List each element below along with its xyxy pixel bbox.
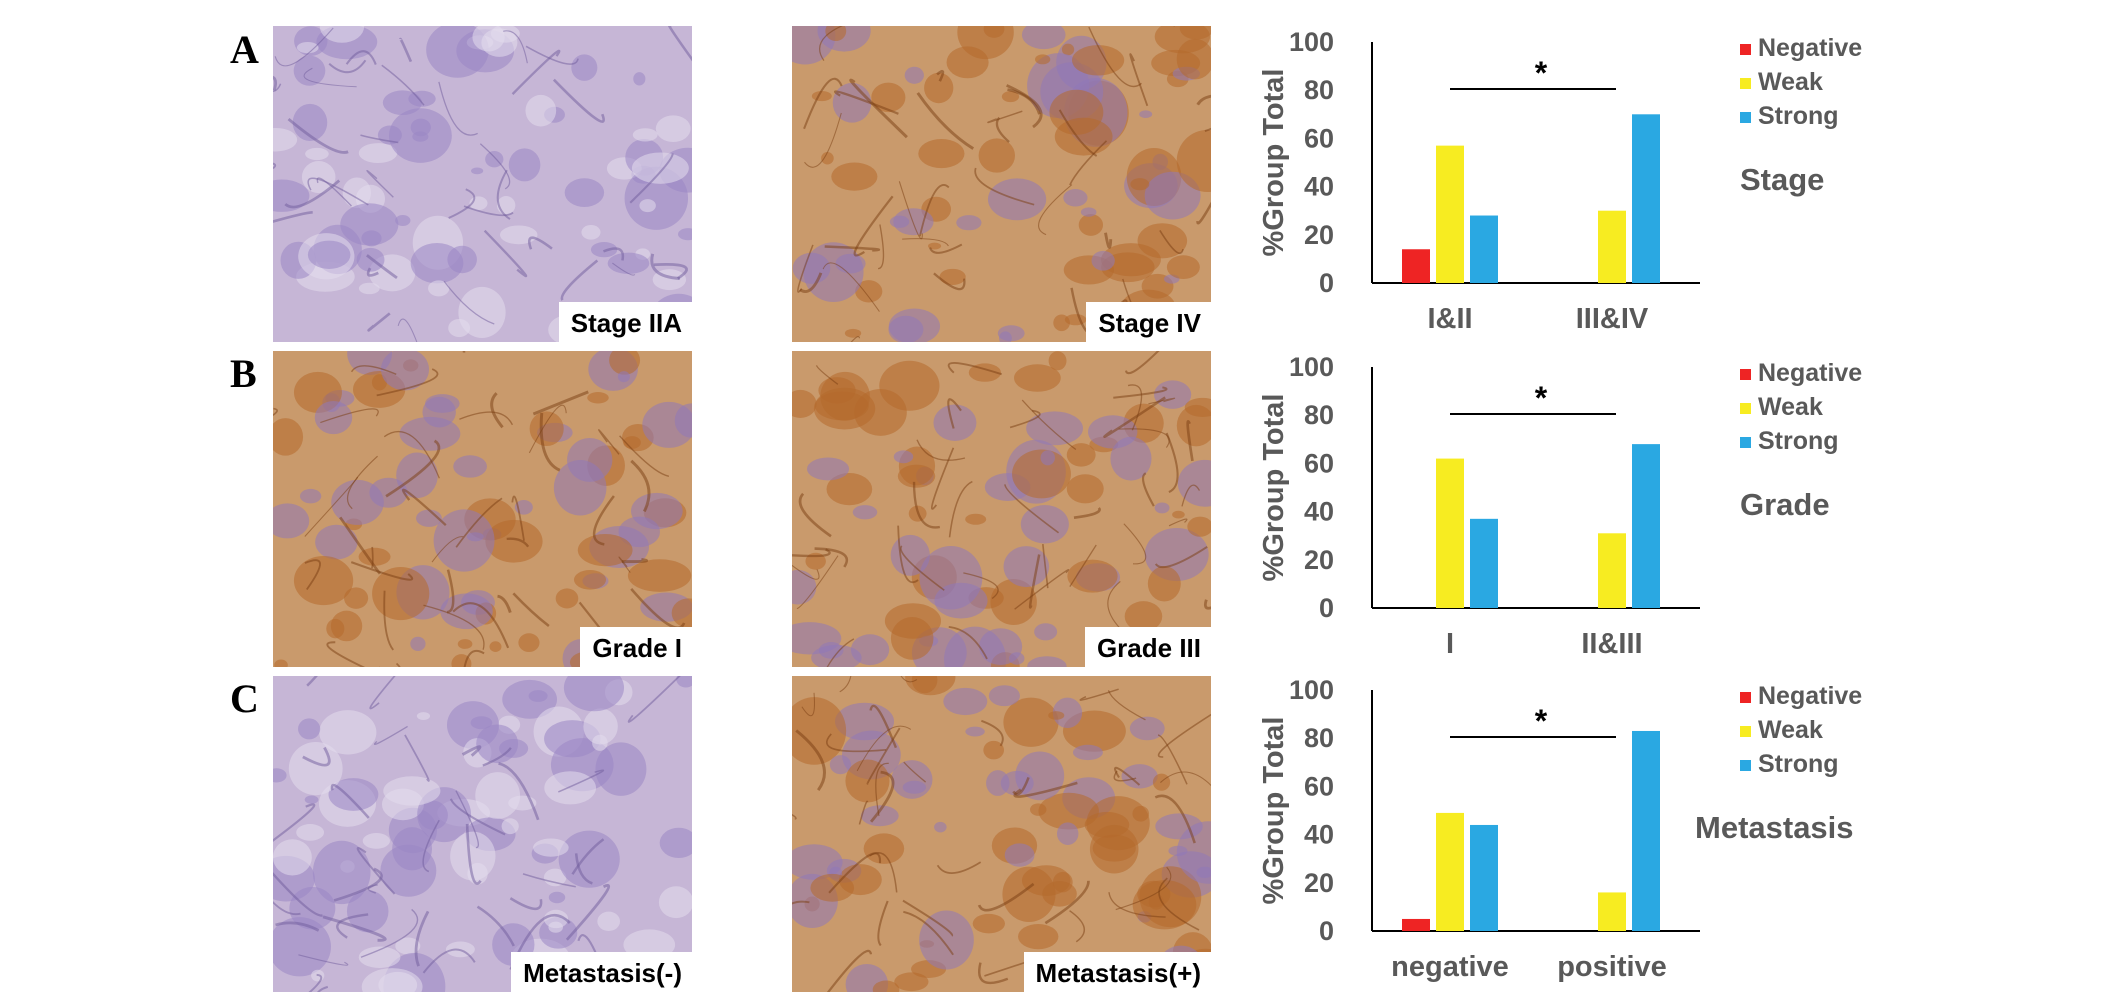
y-tick-label: 100 <box>1289 352 1334 382</box>
legend-swatch-negative <box>1740 44 1751 55</box>
chart-grade: %Group Total 0 20 40 60 80 100 I II&III * Negative… <box>1258 352 1862 660</box>
chart-stage: %Group Total 0 20 40 60 80 100 I&II III&IV * Negat… <box>1258 27 1862 335</box>
x-tick-label: III&IV <box>1576 303 1649 335</box>
bar-weak <box>1436 145 1464 283</box>
legend-swatch-negative <box>1740 369 1751 380</box>
micrograph-metastasis-neg: Metastasis(-) <box>273 676 692 992</box>
y-tick-label: 80 <box>1304 400 1334 430</box>
bar-strong <box>1470 518 1498 608</box>
bar-strong <box>1632 730 1660 931</box>
micrograph-stage-iia: Stage IIA <box>273 26 692 342</box>
legend-swatch-weak <box>1740 726 1751 737</box>
legend-swatch-strong <box>1740 760 1751 771</box>
caption-grade-iii: Grade III <box>1084 627 1211 667</box>
x-tick-label: II&III <box>1581 628 1642 660</box>
x-tick-label: I <box>1446 628 1454 660</box>
panel-letter-a: A <box>230 27 259 72</box>
caption-metastasis-pos: Metastasis(+) <box>1023 952 1211 992</box>
y-tick-label: 20 <box>1304 868 1334 898</box>
x-tick-label: I&II <box>1427 303 1472 335</box>
y-tick-label: 60 <box>1304 448 1334 478</box>
bar-weak <box>1436 458 1464 608</box>
y-tick-label: 0 <box>1319 268 1334 298</box>
micrograph-grade-iii: Grade III <box>792 351 1211 667</box>
y-tick-label: 20 <box>1304 220 1334 250</box>
y-tick-label: 0 <box>1319 916 1334 946</box>
significance-star: * <box>1535 703 1548 739</box>
y-axis-label: %Group Total <box>1258 717 1290 905</box>
bar-weak <box>1598 533 1626 608</box>
bar-strong <box>1470 215 1498 283</box>
legend-label-strong: Strong <box>1758 102 1839 130</box>
legend-label-negative: Negative <box>1758 34 1862 62</box>
legend-swatch-strong <box>1740 112 1751 123</box>
y-tick-label: 60 <box>1304 123 1334 153</box>
bar-weak <box>1598 210 1626 283</box>
caption-metastasis-neg: Metastasis(-) <box>511 952 692 992</box>
legend-label-weak: Weak <box>1758 716 1823 744</box>
caption-stage-iv: Stage IV <box>1086 302 1211 342</box>
legend-swatch-weak <box>1740 403 1751 414</box>
x-tick-label: negative <box>1391 951 1509 983</box>
legend-label-strong: Strong <box>1758 750 1839 778</box>
bar-negative <box>1402 249 1430 283</box>
legend-label-negative: Negative <box>1758 682 1862 710</box>
legend-label-weak: Weak <box>1758 68 1823 96</box>
caption-grade-i: Grade I <box>580 627 692 667</box>
y-axis-label: %Group Total <box>1258 69 1290 257</box>
chart-metastasis: %Group Total 0 20 40 60 80 100 negative positive… <box>1258 675 1862 983</box>
y-axis-label: %Group Total <box>1258 394 1290 582</box>
legend-swatch-weak <box>1740 78 1751 89</box>
y-tick-label: 100 <box>1289 27 1334 57</box>
y-tick-label: 60 <box>1304 771 1334 801</box>
bar-weak <box>1436 812 1464 931</box>
bar-strong <box>1632 114 1660 283</box>
chart-title: Stage <box>1740 162 1824 197</box>
legend-label-weak: Weak <box>1758 393 1823 421</box>
micrograph-metastasis-pos: Metastasis(+) <box>792 676 1211 992</box>
caption-stage-iia: Stage IIA <box>558 302 692 342</box>
significance-star: * <box>1535 55 1548 91</box>
legend-swatch-negative <box>1740 692 1751 703</box>
panel-letter-b: B <box>230 351 257 396</box>
y-tick-label: 40 <box>1304 497 1334 527</box>
chart-title: Grade <box>1740 487 1830 522</box>
y-tick-label: 20 <box>1304 545 1334 575</box>
micrograph-stage-iv: Stage IV <box>792 26 1211 342</box>
legend-label-strong: Strong <box>1758 427 1839 455</box>
panel-letter-c: C <box>230 676 259 721</box>
y-tick-label: 40 <box>1304 172 1334 202</box>
y-tick-label: 0 <box>1319 593 1334 623</box>
bar-strong <box>1470 824 1498 931</box>
bar-strong <box>1632 444 1660 608</box>
bar-negative <box>1402 918 1430 931</box>
y-tick-label: 80 <box>1304 75 1334 105</box>
micrograph-grade-i: Grade I <box>273 351 692 667</box>
legend-label-negative: Negative <box>1758 359 1862 387</box>
y-tick-label: 40 <box>1304 820 1334 850</box>
legend-swatch-strong <box>1740 437 1751 448</box>
chart-title: Metastasis <box>1695 810 1854 845</box>
x-tick-label: positive <box>1557 951 1667 983</box>
significance-star: * <box>1535 380 1548 416</box>
y-tick-label: 100 <box>1289 675 1334 705</box>
bar-weak <box>1598 892 1626 931</box>
y-tick-label: 80 <box>1304 723 1334 753</box>
